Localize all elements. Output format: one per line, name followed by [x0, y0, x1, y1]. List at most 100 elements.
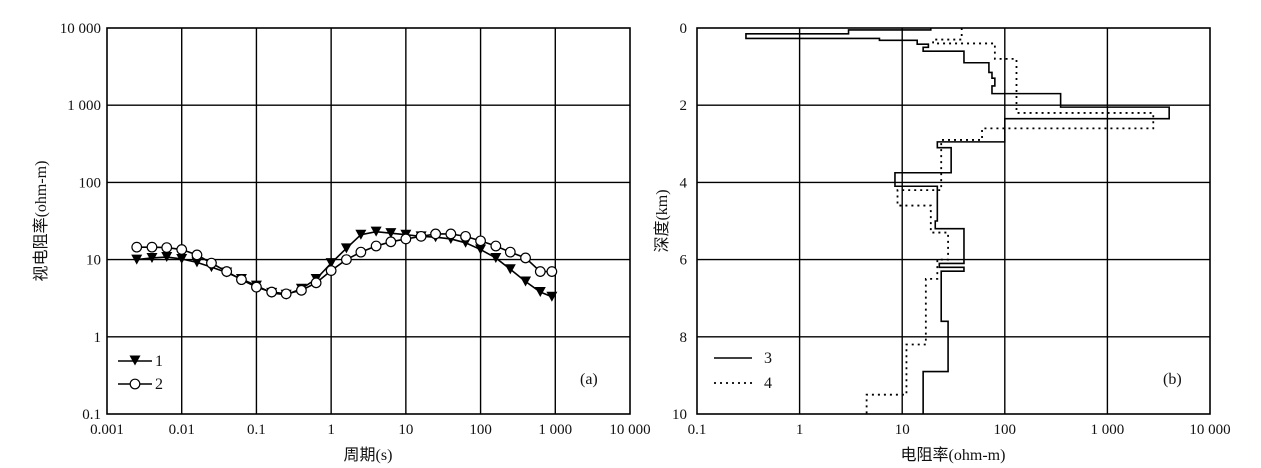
- x-tick-label: 10: [895, 422, 910, 438]
- panel-label-b: (b): [1163, 371, 1182, 388]
- x-tick-label: 100: [994, 422, 1017, 438]
- series-1-point: [355, 229, 367, 240]
- series-2-point: [504, 246, 516, 258]
- legend-marker-series-2: [129, 378, 141, 390]
- series-2-point: [534, 266, 546, 277]
- series-1-point: [504, 264, 516, 275]
- series-2-point: [325, 265, 337, 277]
- legend-a: 1 2: [118, 353, 163, 393]
- series-4-line: [865, 28, 1155, 414]
- series-2-point: [430, 228, 441, 240]
- series-2-point: [236, 274, 247, 286]
- x-tick-label: 1: [796, 422, 804, 438]
- series-2-point: [385, 236, 397, 248]
- series-layer-a: [131, 226, 558, 302]
- grid-lines-a: [107, 28, 630, 414]
- series-2-point: [355, 246, 367, 258]
- y-tick-label: 0: [680, 21, 688, 37]
- legend-label-series-1: 1: [155, 353, 163, 370]
- y-tick-label: 10 000: [60, 21, 101, 37]
- x-tick-label: 1: [327, 422, 335, 438]
- series-2-point: [475, 235, 486, 247]
- series-2-point: [445, 228, 457, 240]
- series-1-point: [490, 252, 502, 263]
- series-2-point: [310, 277, 322, 289]
- series-2-point: [296, 284, 307, 296]
- series-2-point: [520, 252, 531, 264]
- series-2-point: [490, 240, 502, 252]
- series-1-point: [340, 243, 352, 254]
- x-tick-label: 1 000: [538, 422, 572, 438]
- plot-frame-b: [696, 27, 1211, 415]
- series-2-point: [251, 281, 262, 293]
- y-tick-label: 10: [86, 253, 101, 269]
- x-axis-title-b: 电阻率(ohm-m): [901, 446, 1006, 464]
- y-tick-label: 100: [79, 175, 102, 191]
- grid-lines-b: [697, 28, 1210, 414]
- series-layer-b: [745, 28, 1170, 414]
- series-1-point: [385, 228, 397, 239]
- series-2-point: [370, 240, 382, 252]
- series-2-point: [146, 241, 158, 253]
- x-tick-labels-a: 0.001 0.01 0.1 1 10 100 1 000 10 000: [90, 422, 651, 438]
- x-tick-labels-b: 0.1 1 10 100 1 000 10 000: [688, 422, 1231, 438]
- y-tick-labels-a: 0.1 1 10 100 1 000 10 000: [60, 21, 101, 423]
- y-tick-label: 0.1: [82, 407, 101, 423]
- y-tick-label: 6: [680, 253, 688, 269]
- series-2-point: [546, 266, 558, 277]
- legend-label-series-4: 4: [764, 375, 772, 392]
- x-tick-label: 0.001: [90, 422, 124, 438]
- series-2-point: [161, 242, 173, 254]
- y-axis-title-b: 深度(km): [653, 189, 671, 252]
- y-tick-label: 1 000: [67, 98, 101, 114]
- series-1-point: [131, 254, 143, 265]
- series-3-line: [745, 28, 1170, 414]
- x-tick-label: 1 000: [1091, 422, 1125, 438]
- series-2-point: [206, 257, 217, 269]
- x-tick-label: 10: [398, 422, 413, 438]
- chart-panel-a: 0.001 0.01 0.1 1 10 100 1 000 10 000 0.1 1 10 100 1…: [32, 21, 651, 464]
- series-1-point: [520, 276, 532, 287]
- series-1-point: [325, 258, 337, 269]
- y-tick-label: 8: [680, 330, 688, 346]
- series-1-point: [176, 253, 188, 264]
- y-tick-label: 10: [672, 407, 687, 423]
- series-2-point: [280, 288, 292, 300]
- legend-b: 3 4: [714, 350, 772, 392]
- legend-marker-series-1: [129, 355, 141, 366]
- x-tick-label: 0.1: [688, 422, 707, 438]
- y-tick-labels-b: 0 2 4 6 8 10: [672, 21, 688, 423]
- legend-label-series-2: 2: [155, 376, 163, 393]
- x-tick-label: 0.01: [169, 422, 195, 438]
- x-tick-label: 100: [469, 422, 492, 438]
- y-tick-label: 1: [94, 330, 102, 346]
- series-2-point: [131, 241, 143, 253]
- series-2-point: [460, 230, 471, 242]
- series-2-point: [191, 249, 203, 261]
- series-1-point: [546, 291, 558, 302]
- series-1-point: [475, 244, 487, 255]
- y-tick-label: 4: [680, 175, 688, 191]
- x-tick-label: 10 000: [1189, 422, 1230, 438]
- series-1-point: [534, 287, 546, 298]
- x-axis-title-a: 周期(s): [344, 446, 393, 464]
- series-2-point: [400, 233, 412, 245]
- series-2-point: [221, 266, 233, 277]
- y-tick-label: 2: [680, 98, 688, 114]
- series-1-point: [370, 226, 382, 237]
- series-1-point: [161, 252, 173, 263]
- series-2-point: [340, 254, 352, 266]
- plot-frame-a: [106, 27, 631, 415]
- series-2-point: [415, 230, 427, 242]
- panel-label-a: (a): [580, 371, 598, 388]
- series-1-point: [146, 252, 158, 263]
- series-2-point: [176, 244, 188, 255]
- y-axis-title-a: 视电阻率(ohm-m): [32, 161, 50, 282]
- legend-label-series-3: 3: [764, 350, 772, 367]
- x-tick-label: 10 000: [609, 422, 650, 438]
- series-1-point: [191, 257, 203, 268]
- x-tick-label: 0.1: [247, 422, 266, 438]
- series-2-point: [266, 286, 278, 298]
